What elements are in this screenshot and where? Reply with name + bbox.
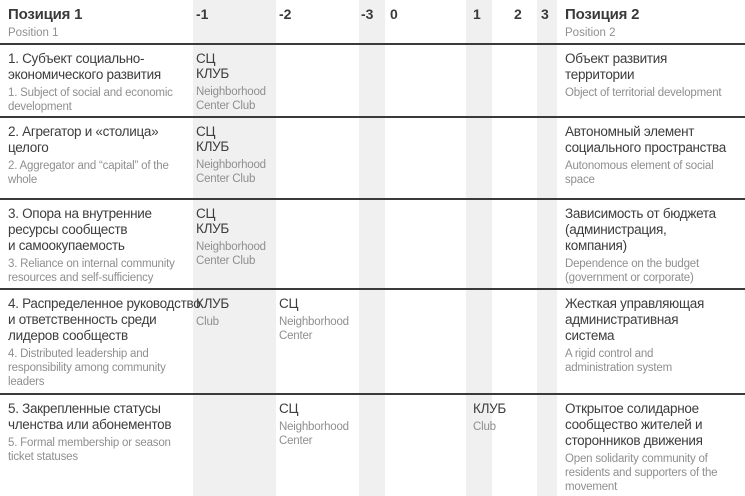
table-header-row: Позиция 1 Position 1 -1 -2 -3 0 1 2 3 По… [0,0,745,45]
marker-en: Neighborhood Center Club [196,241,266,267]
scale-label-plus2: 2 [514,6,522,22]
marker-ru: КЛУБ [473,401,506,416]
position1-cell: 4. Распределенное руководство и ответств… [8,296,201,389]
position1-ru: 3. Опора на внутренние ресурсы сообществ… [8,206,152,253]
position1-ru: 2. Агрегатор и «столица» целого [8,124,159,155]
position1-en: 2. Aggregator and “capital” of the whole [8,160,169,186]
position2-header-en: Position 2 [565,27,616,39]
position2-ru: Автономный элемент социального пространс… [565,124,726,155]
position2-ru: Жесткая управляющая административная сис… [565,296,704,343]
position2-cell: Жесткая управляющая административная сис… [565,296,743,375]
position2-header: Позиция 2 Position 2 [565,6,743,40]
position2-ru: Открытое солидарное сообщество жителей и… [565,401,703,448]
position1-cell: 2. Агрегатор и «столица» целого 2. Aggre… [8,124,194,187]
marker-cell-minus1: СЦ КЛУБ Neighborhood Center Club [196,124,276,186]
position2-cell: Открытое солидарное сообщество жителей и… [565,401,743,494]
marker-en: Neighborhood Center [279,316,349,342]
table-row-3: 3. Опора на внутренние ресурсы сообществ… [0,200,745,290]
column-stripe-plus1 [466,0,492,496]
marker-ru: СЦ [279,401,299,416]
marker-cell-minus2: СЦ Neighborhood Center [279,296,359,343]
column-stripe-minus1 [193,0,276,496]
scale-label-zero: 0 [390,6,398,22]
position2-en: Object of territorial development [565,87,722,99]
marker-cell-minus1: СЦ КЛУБ Neighborhood Center Club [196,51,276,113]
marker-ru: СЦ [279,296,299,311]
position2-ru: Зависимость от бюджета (администрация, к… [565,206,716,253]
position2-en: Open solidarity community of residents a… [565,453,718,493]
table-row-5: 5. Закрепленные статусы членства или або… [0,395,745,496]
scale-label-minus1: -1 [196,6,209,22]
position1-cell: 3. Опора на внутренние ресурсы сообществ… [8,206,194,285]
table-row-4: 4. Распределенное руководство и ответств… [0,290,745,395]
marker-en: Neighborhood Center [279,421,349,447]
table-row-1: 1. Субъект социально- экономического раз… [0,45,745,118]
marker-en: Neighborhood Center Club [196,159,266,185]
position1-ru: 4. Распределенное руководство и ответств… [8,296,201,343]
marker-cell-minus2: СЦ Neighborhood Center [279,401,359,448]
marker-ru: СЦ КЛУБ [196,124,229,154]
marker-cell-plus1: КЛУБ Club [473,401,543,434]
position1-header-en: Position 1 [8,27,59,39]
scale-label-minus3: -3 [361,6,374,22]
marker-cell-minus1: КЛУБ Club [196,296,276,329]
table-row-2: 2. Агрегатор и «столица» целого 2. Aggre… [0,118,745,200]
marker-cell-minus1: СЦ КЛУБ Neighborhood Center Club [196,206,276,268]
scale-label-minus2: -2 [279,6,292,22]
scale-label-plus1: 1 [473,6,481,22]
position2-cell: Объект развития территории Object of ter… [565,51,743,100]
position1-en: 5. Formal membership or season ticket st… [8,437,171,463]
marker-ru: СЦ КЛУБ [196,206,229,236]
position1-cell: 5. Закрепленные статусы членства или або… [8,401,194,464]
position1-header-ru: Позиция 1 [8,6,83,23]
column-stripe-plus3 [537,0,557,496]
position1-en: 3. Reliance on internal community resour… [8,258,175,284]
scale-label-plus3: 3 [541,6,549,22]
position1-ru: 5. Закрепленные статусы членства или або… [8,401,172,432]
position2-en: Autonomous element of social space [565,160,714,186]
position1-cell: 1. Субъект социально- экономического раз… [8,51,194,114]
marker-ru: КЛУБ [196,296,229,311]
column-stripe-minus3 [359,0,385,496]
position2-en: A rigid control and administration syste… [565,348,673,374]
position1-en: 4. Distributed leadership and responsibi… [8,348,166,388]
position2-header-ru: Позиция 2 [565,6,640,23]
marker-en: Club [473,421,496,433]
position2-ru: Объект развития территории [565,51,668,82]
position1-en: 1. Subject of social and economic develo… [8,87,173,113]
marker-en: Neighborhood Center Club [196,86,266,112]
position1-ru: 1. Субъект социально- экономического раз… [8,51,161,82]
position2-cell: Зависимость от бюджета (администрация, к… [565,206,743,285]
position1-header: Позиция 1 Position 1 [8,6,194,40]
marker-ru: СЦ КЛУБ [196,51,229,81]
position2-cell: Автономный элемент социального пространс… [565,124,743,187]
position2-en: Dependence on the budget (government or … [565,258,699,284]
marker-en: Club [196,316,219,328]
